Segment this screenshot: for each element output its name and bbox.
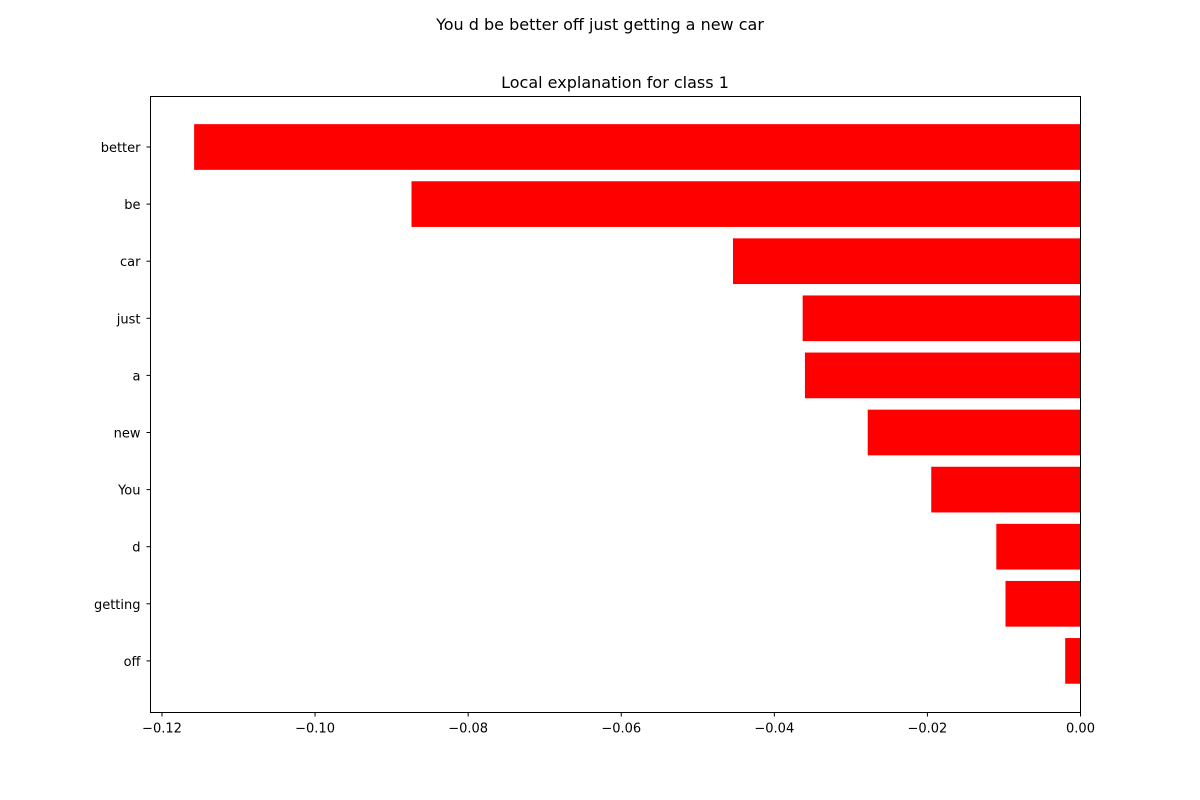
bar-a (804, 352, 1081, 399)
y-tick-label: a (133, 369, 141, 384)
x-axis-ticks: −0.12 −0.10 −0.08 −0.06 −0.04 −0.02 0.00 (142, 712, 1095, 737)
bar-group (194, 124, 1081, 684)
bar-be (411, 181, 1081, 227)
y-axis-ticks: better be car just a new You d getting off (94, 141, 151, 670)
y-tick-label: You (117, 484, 140, 499)
bar-just (802, 295, 1081, 342)
x-tick-label: −0.10 (295, 722, 335, 737)
y-tick-label: getting (94, 598, 141, 613)
y-tick-label: off (124, 655, 142, 670)
x-tick-label: −0.02 (907, 722, 947, 737)
y-tick-label: better (101, 141, 141, 156)
figure-title: You d be better off just getting a new c… (435, 15, 764, 34)
bar-new (867, 409, 1081, 456)
bar-off (1065, 638, 1081, 684)
axes-frame (150, 96, 1081, 713)
x-tick-label: −0.04 (754, 722, 794, 737)
x-tick-label: −0.08 (448, 722, 488, 737)
bar-car (732, 238, 1081, 285)
x-tick-label: −0.06 (601, 722, 641, 737)
y-tick-label: d (132, 541, 140, 556)
y-tick-label: just (116, 312, 141, 327)
y-tick-label: be (124, 198, 140, 213)
y-tick-label: car (120, 255, 141, 270)
x-tick-label: −0.12 (142, 722, 182, 737)
chart-title: Local explanation for class 1 (501, 73, 729, 92)
bar-better (194, 124, 1081, 170)
bar-getting (1005, 580, 1081, 627)
bar-You (931, 466, 1081, 513)
bar-d (996, 523, 1081, 570)
x-tick-label: 0.00 (1066, 722, 1095, 737)
y-tick-label: new (114, 427, 141, 442)
